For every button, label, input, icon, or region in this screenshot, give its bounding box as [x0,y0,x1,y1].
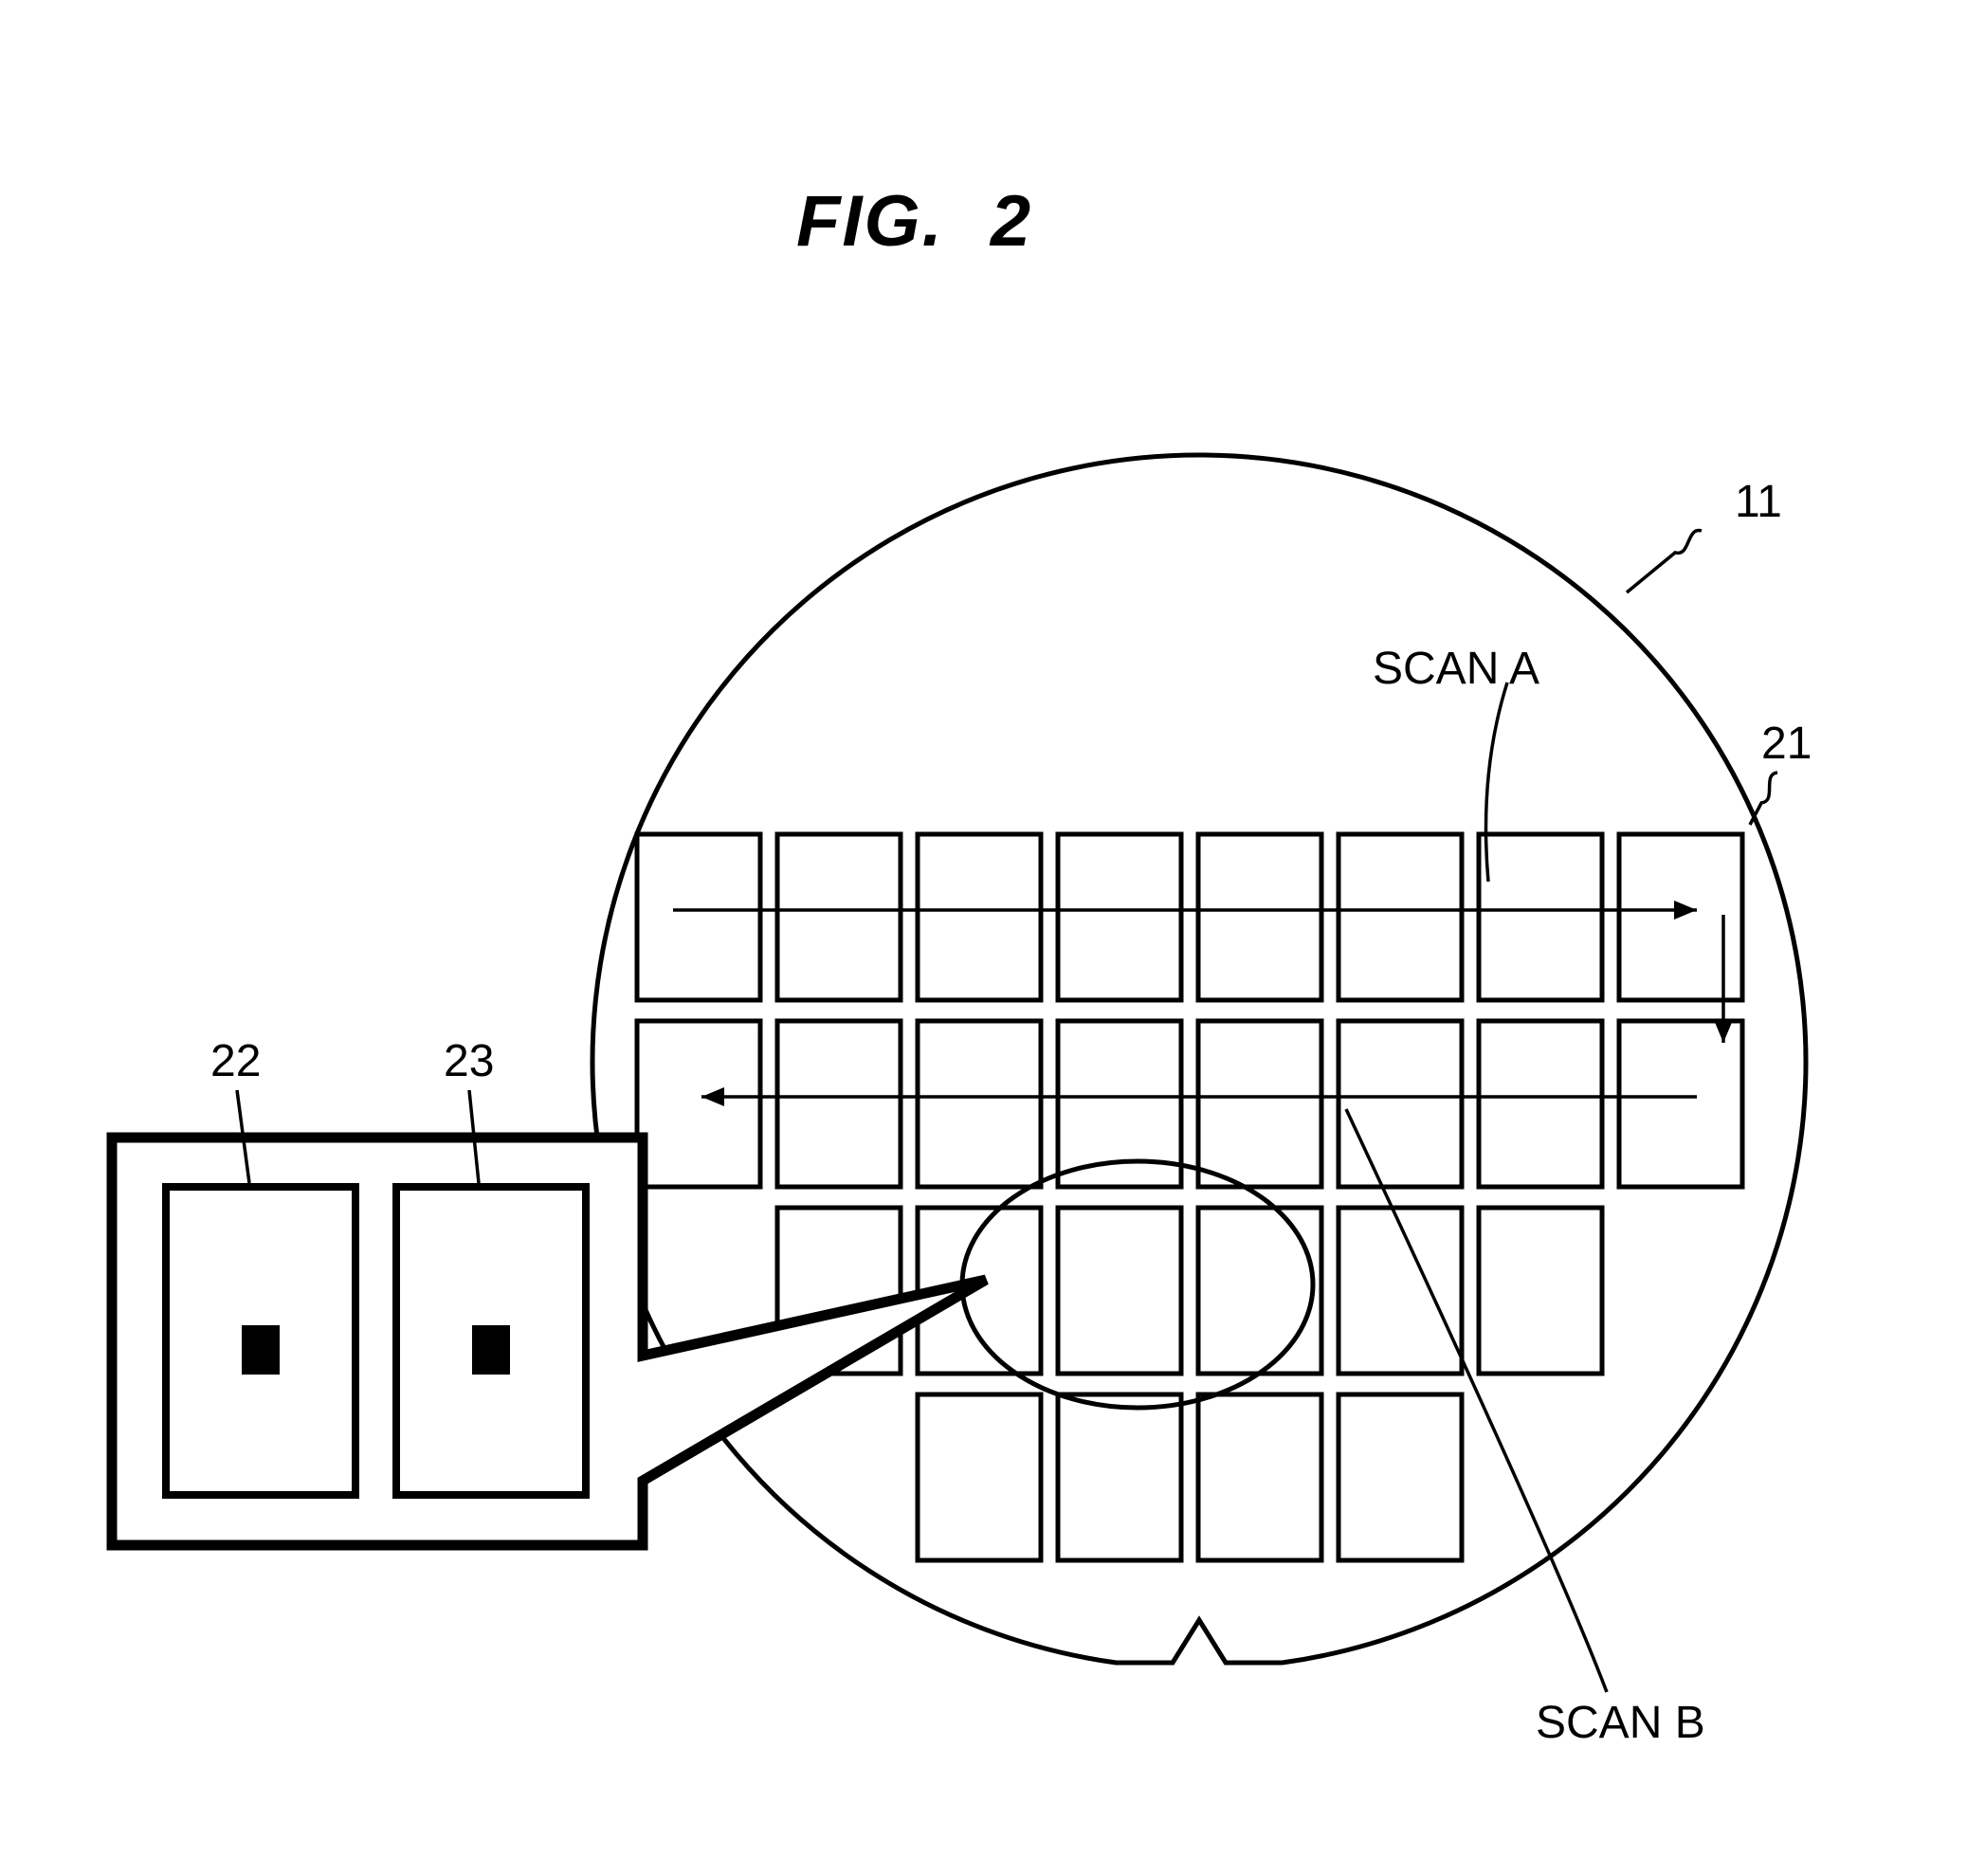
die-rect [918,834,1041,1000]
die-rect [918,1021,1041,1187]
die-rect [1339,1021,1462,1187]
die-rect [1339,1208,1462,1374]
die-rect [637,834,760,1000]
die-rect [918,1394,1041,1560]
die-rect [1058,1208,1181,1374]
die-grid [637,834,1742,1560]
callout-box [112,1138,986,1545]
die-rect [1339,1394,1462,1560]
leader-21 [1750,773,1777,825]
callout-dot-23 [472,1325,510,1375]
die-rect [777,834,901,1000]
die-rect [1479,1021,1602,1187]
die-rect [1058,1394,1181,1560]
callout-dot-22 [242,1325,280,1375]
die-rect [1198,1394,1321,1560]
die-rect [1198,1208,1321,1374]
figure-canvas: FIG. 2 11 21 SCAN A SCAN B 22 23 [0,0,1967,1876]
leader-11 [1627,530,1702,592]
diagram-svg [0,0,1967,1876]
die-rect [1339,834,1462,1000]
die-rect [637,1021,760,1187]
die-rect [1198,834,1321,1000]
die-rect [1619,1021,1742,1187]
die-rect [1058,834,1181,1000]
die-rect [777,1021,901,1187]
die-rect [1479,834,1602,1000]
die-rect [1198,1021,1321,1187]
die-rect [1479,1208,1602,1374]
